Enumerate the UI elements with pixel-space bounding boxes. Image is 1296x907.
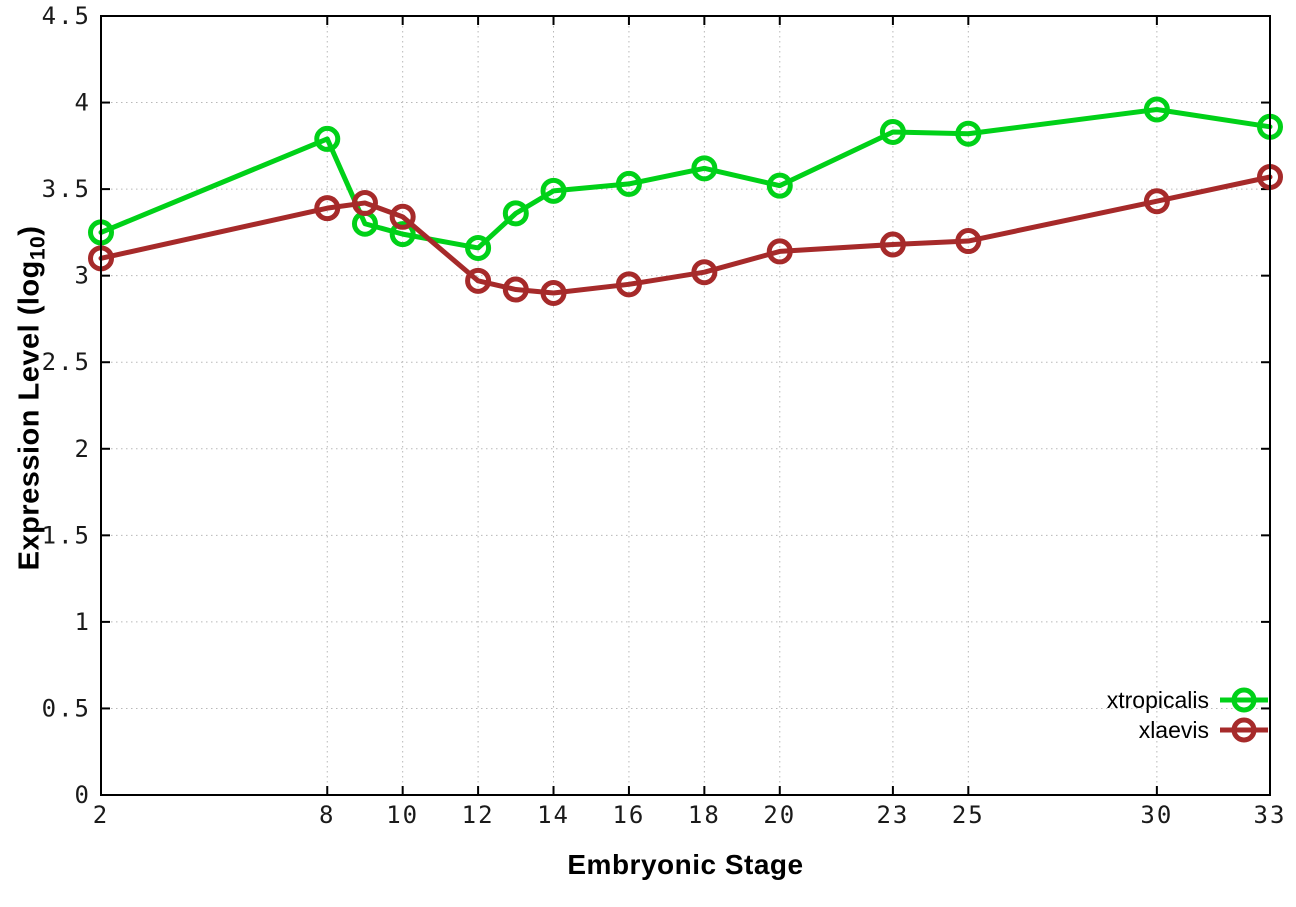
svg-text:3: 3 [75, 262, 91, 290]
data-point-xlaevis [502, 276, 529, 303]
data-point-xlaevis [1143, 188, 1170, 215]
svg-text:4.5: 4.5 [42, 2, 91, 30]
svg-text:1.5: 1.5 [42, 521, 91, 549]
svg-text:4: 4 [75, 89, 91, 117]
data-point-xtropicalis [389, 221, 416, 248]
svg-text:3.5: 3.5 [42, 175, 91, 203]
svg-text:10: 10 [386, 801, 419, 829]
svg-text:2: 2 [93, 801, 109, 829]
data-point-xlaevis [766, 238, 793, 265]
data-point-xlaevis [879, 231, 906, 258]
svg-text:8: 8 [319, 801, 335, 829]
legend-item-xtropicalis: xtropicalis [1107, 685, 1270, 715]
svg-text:25: 25 [952, 801, 985, 829]
series-xlaevis [88, 163, 1283, 306]
y-axis-title: Expression Level (log10) [13, 225, 50, 571]
legend-label-xlaevis: xlaevis [1138, 716, 1209, 743]
data-point-xlaevis [540, 279, 567, 306]
legend-label-xtropicalis: xtropicalis [1106, 686, 1209, 713]
xtropicalis-line-marker-icon [1220, 687, 1268, 713]
data-point-xlaevis [389, 203, 416, 230]
data-point-xtropicalis [502, 200, 529, 227]
legend-item-xlaevis: xlaevis [1107, 715, 1270, 745]
data-point-xtropicalis [879, 118, 906, 145]
y-axis-title-text: Expression Level (log [13, 260, 46, 571]
plot-border [100, 15, 1271, 796]
svg-text:2: 2 [75, 435, 91, 463]
data-point-xtropicalis [314, 125, 341, 152]
svg-text:30: 30 [1140, 801, 1173, 829]
data-point-xtropicalis [766, 172, 793, 199]
svg-text:1: 1 [75, 608, 91, 636]
y-axis-title-suffix: ) [13, 225, 46, 236]
svg-text:20: 20 [763, 801, 796, 829]
data-point-xlaevis [615, 271, 642, 298]
data-point-xtropicalis [540, 177, 567, 204]
legend: xtropicalis xlaevis [1107, 685, 1270, 745]
data-point-xtropicalis [691, 155, 718, 182]
y-axis-title-subscript: 10 [26, 235, 50, 261]
data-point-xtropicalis [615, 170, 642, 197]
series-xtropicalis [88, 96, 1283, 261]
svg-text:18: 18 [688, 801, 721, 829]
tick-marks [100, 15, 1271, 796]
svg-text:0: 0 [75, 781, 91, 809]
svg-text:16: 16 [612, 801, 645, 829]
data-point-xtropicalis [465, 234, 492, 261]
data-point-xlaevis [314, 195, 341, 222]
data-point-xlaevis [955, 228, 982, 255]
data-point-xtropicalis [1143, 96, 1170, 123]
data-point-xlaevis [691, 259, 718, 286]
xlaevis-line-marker-icon [1220, 717, 1268, 743]
data-point-xtropicalis [955, 120, 982, 147]
svg-text:14: 14 [537, 801, 570, 829]
svg-text:12: 12 [462, 801, 495, 829]
svg-text:0.5: 0.5 [42, 694, 91, 722]
x-tick-labels: 2 8 10 12 14 16 18 20 23 25 30 33 [93, 801, 1287, 829]
gridlines [101, 16, 1270, 795]
svg-text:33: 33 [1254, 801, 1287, 829]
data-point-xlaevis [465, 267, 492, 294]
svg-text:2.5: 2.5 [42, 348, 91, 376]
y-tick-labels: 0 0.5 1 1.5 2 2.5 3 3.5 4 4.5 [42, 2, 91, 809]
x-axis-title: Embryonic Stage [567, 849, 804, 880]
svg-text:23: 23 [876, 801, 909, 829]
data-point-xlaevis [351, 189, 378, 216]
